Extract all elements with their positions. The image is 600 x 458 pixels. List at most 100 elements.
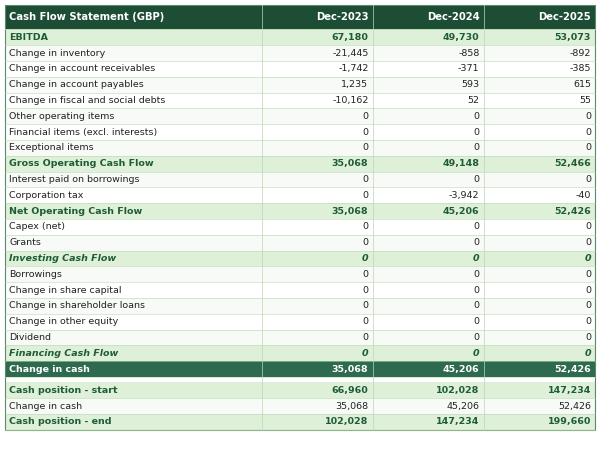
Bar bbox=[5, 61, 595, 76]
Text: Change in other equity: Change in other equity bbox=[9, 317, 118, 326]
Text: Change in cash: Change in cash bbox=[9, 402, 82, 411]
Bar bbox=[5, 45, 595, 61]
Text: Financial items (excl. interests): Financial items (excl. interests) bbox=[9, 127, 157, 136]
Text: 0: 0 bbox=[362, 238, 368, 247]
Bar bbox=[5, 314, 595, 329]
Text: 0: 0 bbox=[585, 175, 591, 184]
Text: 199,660: 199,660 bbox=[548, 417, 591, 426]
Text: 0: 0 bbox=[362, 285, 368, 294]
Text: Gross Operating Cash Flow: Gross Operating Cash Flow bbox=[9, 159, 154, 168]
Bar bbox=[5, 298, 595, 314]
Text: 0: 0 bbox=[362, 112, 368, 121]
Text: 0: 0 bbox=[473, 317, 479, 326]
Text: Change in fiscal and social debts: Change in fiscal and social debts bbox=[9, 96, 166, 105]
Bar bbox=[5, 398, 595, 414]
Text: 0: 0 bbox=[585, 285, 591, 294]
Text: -21,445: -21,445 bbox=[332, 49, 368, 58]
Bar bbox=[5, 234, 595, 251]
Bar bbox=[5, 251, 595, 266]
Text: Cash Flow Statement (GBP): Cash Flow Statement (GBP) bbox=[9, 12, 164, 22]
Text: 0: 0 bbox=[585, 301, 591, 311]
Text: 147,234: 147,234 bbox=[436, 417, 479, 426]
Text: Financing Cash Flow: Financing Cash Flow bbox=[9, 349, 118, 358]
Bar bbox=[5, 266, 595, 282]
Text: 0: 0 bbox=[585, 238, 591, 247]
Text: 49,148: 49,148 bbox=[442, 159, 479, 168]
Text: 0: 0 bbox=[362, 317, 368, 326]
Text: 102,028: 102,028 bbox=[325, 417, 368, 426]
Bar bbox=[373, 5, 484, 29]
Bar bbox=[5, 124, 595, 140]
Text: -892: -892 bbox=[569, 49, 591, 58]
Text: 0: 0 bbox=[473, 254, 479, 263]
Text: 53,073: 53,073 bbox=[554, 33, 591, 42]
Text: 0: 0 bbox=[473, 270, 479, 279]
Text: 0: 0 bbox=[362, 143, 368, 153]
Text: 0: 0 bbox=[585, 222, 591, 231]
Bar bbox=[5, 140, 595, 156]
Text: Other operating items: Other operating items bbox=[9, 112, 115, 121]
Bar bbox=[5, 203, 595, 219]
Text: 0: 0 bbox=[585, 127, 591, 136]
Text: 35,068: 35,068 bbox=[332, 159, 368, 168]
Text: Corporation tax: Corporation tax bbox=[9, 191, 83, 200]
Text: 102,028: 102,028 bbox=[436, 386, 479, 395]
Text: 0: 0 bbox=[362, 270, 368, 279]
Text: Dec-2023: Dec-2023 bbox=[316, 12, 368, 22]
Text: 67,180: 67,180 bbox=[332, 33, 368, 42]
Text: 0: 0 bbox=[362, 191, 368, 200]
Text: 66,960: 66,960 bbox=[332, 386, 368, 395]
Text: -371: -371 bbox=[458, 64, 479, 73]
Text: 45,206: 45,206 bbox=[446, 402, 479, 411]
Text: 35,068: 35,068 bbox=[332, 207, 368, 216]
Bar bbox=[262, 5, 373, 29]
Text: 0: 0 bbox=[473, 238, 479, 247]
Text: 615: 615 bbox=[573, 80, 591, 89]
Bar bbox=[5, 361, 595, 377]
Text: 0: 0 bbox=[362, 333, 368, 342]
Text: 0: 0 bbox=[473, 222, 479, 231]
Text: 0: 0 bbox=[584, 254, 591, 263]
Text: 35,068: 35,068 bbox=[332, 365, 368, 374]
Text: Change in cash: Change in cash bbox=[9, 365, 90, 374]
Text: Change in shareholder loans: Change in shareholder loans bbox=[9, 301, 145, 311]
Bar bbox=[5, 171, 595, 187]
Text: 52: 52 bbox=[467, 96, 479, 105]
Text: 0: 0 bbox=[585, 333, 591, 342]
Text: 0: 0 bbox=[585, 143, 591, 153]
Bar bbox=[5, 414, 595, 430]
Text: 0: 0 bbox=[473, 175, 479, 184]
Text: 147,234: 147,234 bbox=[548, 386, 591, 395]
Text: 0: 0 bbox=[473, 301, 479, 311]
Text: 0: 0 bbox=[584, 349, 591, 358]
Text: Capex (net): Capex (net) bbox=[9, 222, 65, 231]
Text: -1,742: -1,742 bbox=[338, 64, 368, 73]
Text: Change in account payables: Change in account payables bbox=[9, 80, 144, 89]
Text: Dec-2025: Dec-2025 bbox=[538, 12, 591, 22]
Text: EBITDA: EBITDA bbox=[9, 33, 48, 42]
Text: 52,426: 52,426 bbox=[554, 207, 591, 216]
Text: Cash position - start: Cash position - start bbox=[9, 386, 118, 395]
Text: 0: 0 bbox=[585, 112, 591, 121]
Text: 0: 0 bbox=[585, 317, 591, 326]
Text: 0: 0 bbox=[362, 222, 368, 231]
Text: Interest paid on borrowings: Interest paid on borrowings bbox=[9, 175, 139, 184]
Text: 52,466: 52,466 bbox=[554, 159, 591, 168]
Text: Cash position - end: Cash position - end bbox=[9, 417, 112, 426]
Text: Exceptional items: Exceptional items bbox=[9, 143, 94, 153]
Text: Dividend: Dividend bbox=[9, 333, 51, 342]
Text: 0: 0 bbox=[585, 270, 591, 279]
Bar bbox=[484, 5, 595, 29]
Text: 0: 0 bbox=[473, 112, 479, 121]
Text: 593: 593 bbox=[461, 80, 479, 89]
Bar bbox=[5, 5, 262, 29]
Text: -385: -385 bbox=[569, 64, 591, 73]
Text: 0: 0 bbox=[362, 127, 368, 136]
Text: Change in share capital: Change in share capital bbox=[9, 285, 121, 294]
Text: Net Operating Cash Flow: Net Operating Cash Flow bbox=[9, 207, 142, 216]
Text: 0: 0 bbox=[473, 127, 479, 136]
Text: 49,730: 49,730 bbox=[443, 33, 479, 42]
Text: Borrowings: Borrowings bbox=[9, 270, 62, 279]
Text: 0: 0 bbox=[473, 143, 479, 153]
Bar bbox=[5, 329, 595, 345]
